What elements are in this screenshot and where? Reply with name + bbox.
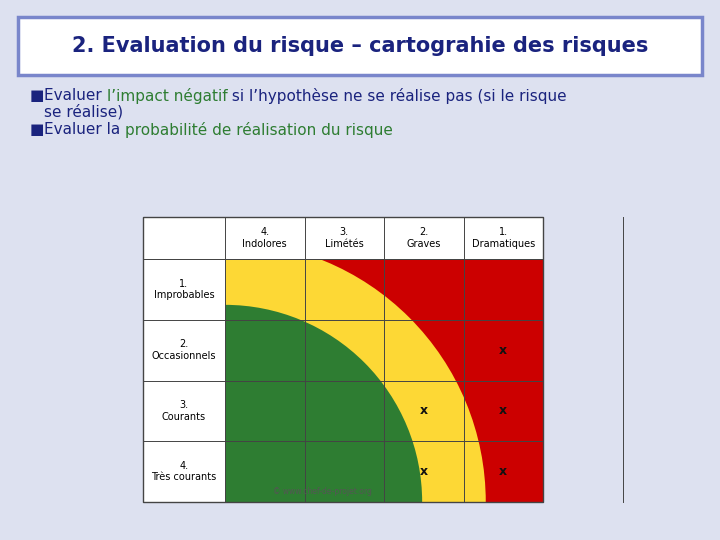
Text: Evaluer la: Evaluer la xyxy=(44,122,125,137)
Text: ■: ■ xyxy=(30,122,45,137)
Bar xyxy=(225,259,543,502)
Text: 3.
Courants: 3. Courants xyxy=(162,400,206,422)
FancyBboxPatch shape xyxy=(18,17,702,75)
Text: x: x xyxy=(499,404,508,417)
Text: x: x xyxy=(420,404,428,417)
Bar xyxy=(143,217,543,502)
Text: si l’hypothèse ne se réalise pas (si le risque: si l’hypothèse ne se réalise pas (si le … xyxy=(228,88,567,104)
Text: 2. Evaluation du risque – cartograhie des risques: 2. Evaluation du risque – cartograhie de… xyxy=(72,36,648,56)
Text: probabilité de réalisation du risque: probabilité de réalisation du risque xyxy=(125,122,393,138)
Bar xyxy=(143,217,225,259)
Bar xyxy=(143,259,225,502)
Bar xyxy=(143,217,543,259)
Text: 1.
Dramatiques: 1. Dramatiques xyxy=(472,227,535,249)
Text: 2.
Graves: 2. Graves xyxy=(407,227,441,249)
Wedge shape xyxy=(225,241,486,502)
Text: 4.
Indolores: 4. Indolores xyxy=(243,227,287,249)
Text: 3.
Limétés: 3. Limétés xyxy=(325,227,364,249)
Text: 2.
Occasionnels: 2. Occasionnels xyxy=(152,339,216,361)
Text: ■: ■ xyxy=(30,88,45,103)
Text: x: x xyxy=(499,465,508,478)
Text: 1.
Improbables: 1. Improbables xyxy=(153,279,215,300)
Text: © www.chef-de-projet.org: © www.chef-de-projet.org xyxy=(273,487,372,496)
Text: se réalise): se réalise) xyxy=(44,104,123,119)
Text: Evaluer: Evaluer xyxy=(44,88,107,103)
Text: x: x xyxy=(499,343,508,356)
Text: x: x xyxy=(420,465,428,478)
Text: 4.
Très courants: 4. Très courants xyxy=(151,461,217,482)
Wedge shape xyxy=(225,305,422,502)
Text: l’impact négatif: l’impact négatif xyxy=(107,88,228,104)
